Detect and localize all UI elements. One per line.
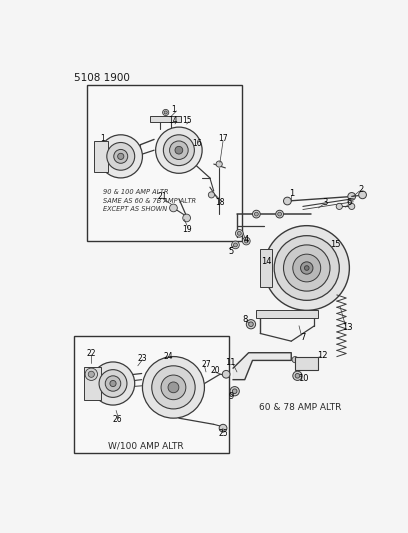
Circle shape — [246, 320, 255, 329]
Circle shape — [170, 141, 188, 159]
Polygon shape — [233, 353, 291, 379]
Circle shape — [118, 154, 124, 159]
Circle shape — [359, 191, 366, 199]
Text: 2: 2 — [358, 185, 364, 194]
Circle shape — [91, 362, 135, 405]
Text: 18: 18 — [215, 198, 225, 207]
Circle shape — [293, 254, 321, 282]
Circle shape — [110, 381, 116, 386]
Circle shape — [208, 192, 215, 198]
Text: 19: 19 — [182, 225, 191, 234]
Circle shape — [336, 203, 342, 209]
Text: 13: 13 — [342, 323, 353, 332]
Circle shape — [244, 239, 248, 243]
Text: 21: 21 — [157, 192, 166, 201]
Text: 20: 20 — [211, 366, 220, 375]
Text: 5: 5 — [228, 247, 233, 255]
Circle shape — [276, 210, 284, 218]
Bar — [74, 336, 229, 453]
Circle shape — [255, 212, 258, 216]
Circle shape — [235, 230, 243, 237]
Text: 7: 7 — [300, 333, 306, 342]
Circle shape — [278, 212, 282, 216]
Text: 14: 14 — [169, 116, 178, 125]
Circle shape — [242, 237, 250, 245]
Circle shape — [168, 382, 179, 393]
Bar — [93, 141, 108, 172]
Text: 8: 8 — [242, 315, 247, 324]
Text: 27: 27 — [201, 360, 211, 369]
Circle shape — [232, 241, 239, 249]
Circle shape — [222, 370, 230, 378]
Text: 16: 16 — [192, 139, 202, 148]
Text: 1: 1 — [171, 105, 176, 114]
Circle shape — [248, 322, 253, 327]
Text: 22: 22 — [86, 349, 96, 358]
Text: 12: 12 — [317, 351, 328, 360]
Circle shape — [114, 149, 128, 163]
Text: 3: 3 — [323, 198, 328, 207]
Circle shape — [152, 366, 195, 409]
Text: 10: 10 — [297, 374, 308, 383]
Circle shape — [263, 255, 271, 263]
Circle shape — [219, 424, 227, 432]
Text: 26: 26 — [112, 415, 122, 424]
Circle shape — [284, 245, 330, 291]
Circle shape — [295, 374, 300, 378]
Circle shape — [105, 376, 121, 391]
Bar — [87, 85, 242, 241]
Text: 90 & 100 AMP ALTR
SAME AS 60 & 7B AMP ALTR
EXCEPT AS SHOWN: 90 & 100 AMP ALTR SAME AS 60 & 7B AMP AL… — [103, 189, 196, 213]
Circle shape — [85, 368, 98, 381]
Bar — [260, 249, 272, 287]
Circle shape — [155, 127, 202, 173]
Text: 60 & 78 AMP ALTR: 60 & 78 AMP ALTR — [259, 403, 341, 412]
Text: 4: 4 — [244, 235, 249, 244]
Text: 11: 11 — [226, 358, 236, 367]
Bar — [84, 367, 101, 400]
Text: 15: 15 — [330, 240, 341, 249]
Text: 1: 1 — [288, 189, 294, 198]
Circle shape — [161, 375, 186, 400]
Text: 14: 14 — [261, 257, 272, 266]
Circle shape — [183, 214, 191, 222]
Bar — [256, 310, 318, 318]
Text: 1: 1 — [100, 134, 105, 143]
Circle shape — [142, 357, 204, 418]
Circle shape — [230, 386, 239, 396]
Bar — [295, 357, 318, 370]
Text: 24: 24 — [164, 352, 174, 361]
Circle shape — [348, 203, 355, 209]
Circle shape — [170, 204, 177, 212]
Circle shape — [99, 370, 127, 398]
Circle shape — [348, 192, 356, 200]
Circle shape — [284, 197, 291, 205]
Circle shape — [293, 371, 302, 381]
Text: 23: 23 — [137, 353, 147, 362]
Text: 6: 6 — [347, 198, 352, 207]
Text: 17: 17 — [218, 134, 228, 143]
Circle shape — [253, 210, 260, 218]
Circle shape — [233, 243, 237, 247]
Circle shape — [175, 147, 183, 154]
Circle shape — [163, 109, 169, 116]
Circle shape — [237, 231, 241, 235]
Text: W/100 AMP ALTR: W/100 AMP ALTR — [108, 441, 183, 450]
Circle shape — [232, 389, 237, 393]
Circle shape — [164, 111, 167, 114]
Text: 25: 25 — [218, 429, 228, 438]
Circle shape — [292, 357, 298, 363]
Circle shape — [163, 135, 194, 166]
Circle shape — [88, 371, 94, 377]
Circle shape — [107, 142, 135, 170]
Circle shape — [216, 161, 222, 167]
Circle shape — [301, 262, 313, 274]
Circle shape — [274, 236, 339, 301]
Circle shape — [99, 135, 142, 178]
Text: 15: 15 — [182, 116, 191, 125]
Circle shape — [304, 265, 309, 270]
Text: 5108 1900: 5108 1900 — [74, 73, 130, 83]
Bar — [150, 116, 181, 122]
Circle shape — [264, 225, 349, 310]
Text: 9: 9 — [228, 392, 233, 401]
